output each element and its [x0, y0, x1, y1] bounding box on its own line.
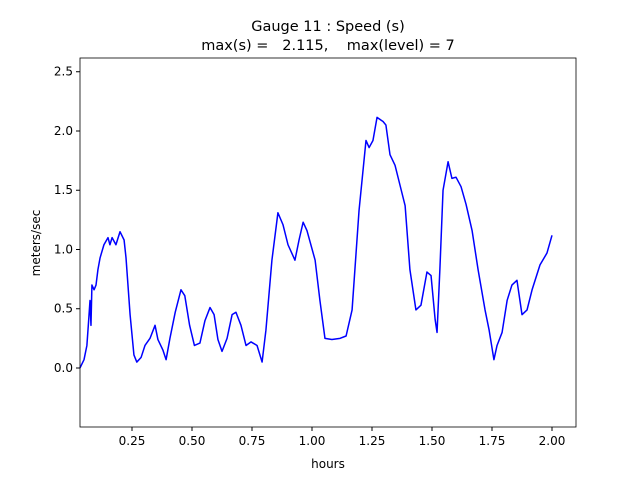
chart-subtitle: max(s) = 2.115, max(level) = 7: [201, 38, 455, 54]
y-tick-label: 0.0: [54, 361, 73, 375]
x-tick-label: 1.75: [479, 434, 506, 448]
x-tick-label: 0.50: [179, 434, 206, 448]
x-tick-label: 2.00: [539, 434, 566, 448]
x-tick-label: 1.50: [419, 434, 446, 448]
y-tick-label: 1.5: [54, 183, 73, 197]
data-line: [79, 116, 553, 369]
x-axis-label: hours: [311, 457, 345, 471]
plot-frame: [79, 57, 577, 428]
y-tick-label: 1.0: [54, 242, 73, 256]
y-tick-label: 2.0: [54, 124, 73, 138]
x-tick-label: 1.00: [299, 434, 326, 448]
y-axis-label: meters/sec: [29, 210, 43, 277]
x-tick-label: 0.25: [119, 434, 146, 448]
chart-title: Gauge 11 : Speed (s): [251, 19, 405, 35]
y-tick-label: 2.5: [54, 65, 73, 79]
x-tick-label: 0.75: [239, 434, 266, 448]
y-tick-label: 0.5: [54, 302, 73, 316]
x-tick-label: 1.25: [359, 434, 386, 448]
